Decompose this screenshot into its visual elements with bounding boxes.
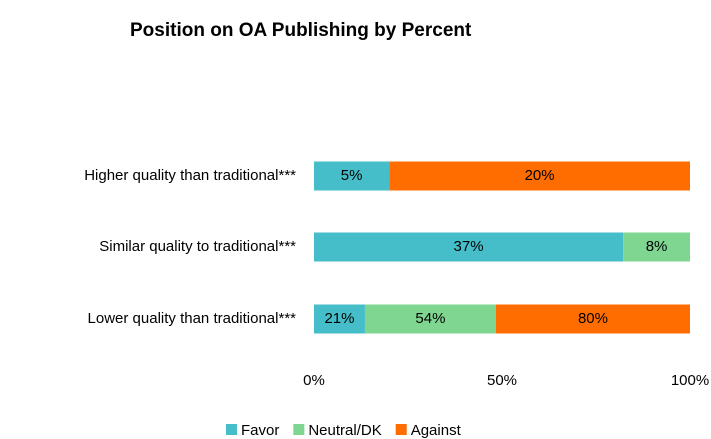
bar-segment	[623, 232, 690, 262]
data-label: 20%	[525, 167, 555, 184]
legend-swatch	[395, 424, 407, 435]
data-label: 37%	[454, 238, 484, 255]
bar-segment	[314, 304, 365, 334]
legend-label: Neutral/DK	[308, 422, 381, 439]
legend-label: Favor	[241, 422, 279, 439]
data-label: 8%	[646, 238, 668, 255]
data-label: 5%	[341, 167, 363, 184]
category-label: Higher quality than traditional***	[84, 167, 296, 184]
bar-segment	[495, 304, 690, 334]
legend-swatch	[226, 424, 237, 435]
x-tick-label: 100%	[671, 372, 709, 389]
legend-label: Against	[411, 422, 462, 439]
bar-segment	[314, 161, 390, 191]
data-label: 21%	[324, 310, 354, 327]
data-label: 54%	[415, 310, 445, 327]
data-label: 80%	[578, 310, 608, 327]
x-tick-label: 50%	[487, 372, 517, 389]
x-tick-label: 0%	[303, 372, 325, 389]
bar-segment	[389, 161, 690, 191]
legend-swatch	[293, 424, 305, 435]
category-label: Lower quality than traditional***	[88, 310, 297, 327]
category-label: Similar quality to traditional***	[99, 238, 296, 255]
bar-segment	[364, 304, 496, 334]
chart-title: Position on OA Publishing by Percent	[130, 20, 472, 41]
bar-segment	[314, 232, 624, 262]
